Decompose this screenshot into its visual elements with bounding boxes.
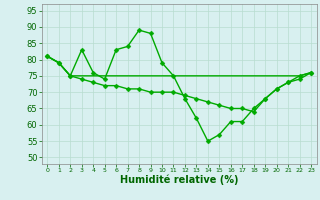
X-axis label: Humidité relative (%): Humidité relative (%) — [120, 175, 238, 185]
